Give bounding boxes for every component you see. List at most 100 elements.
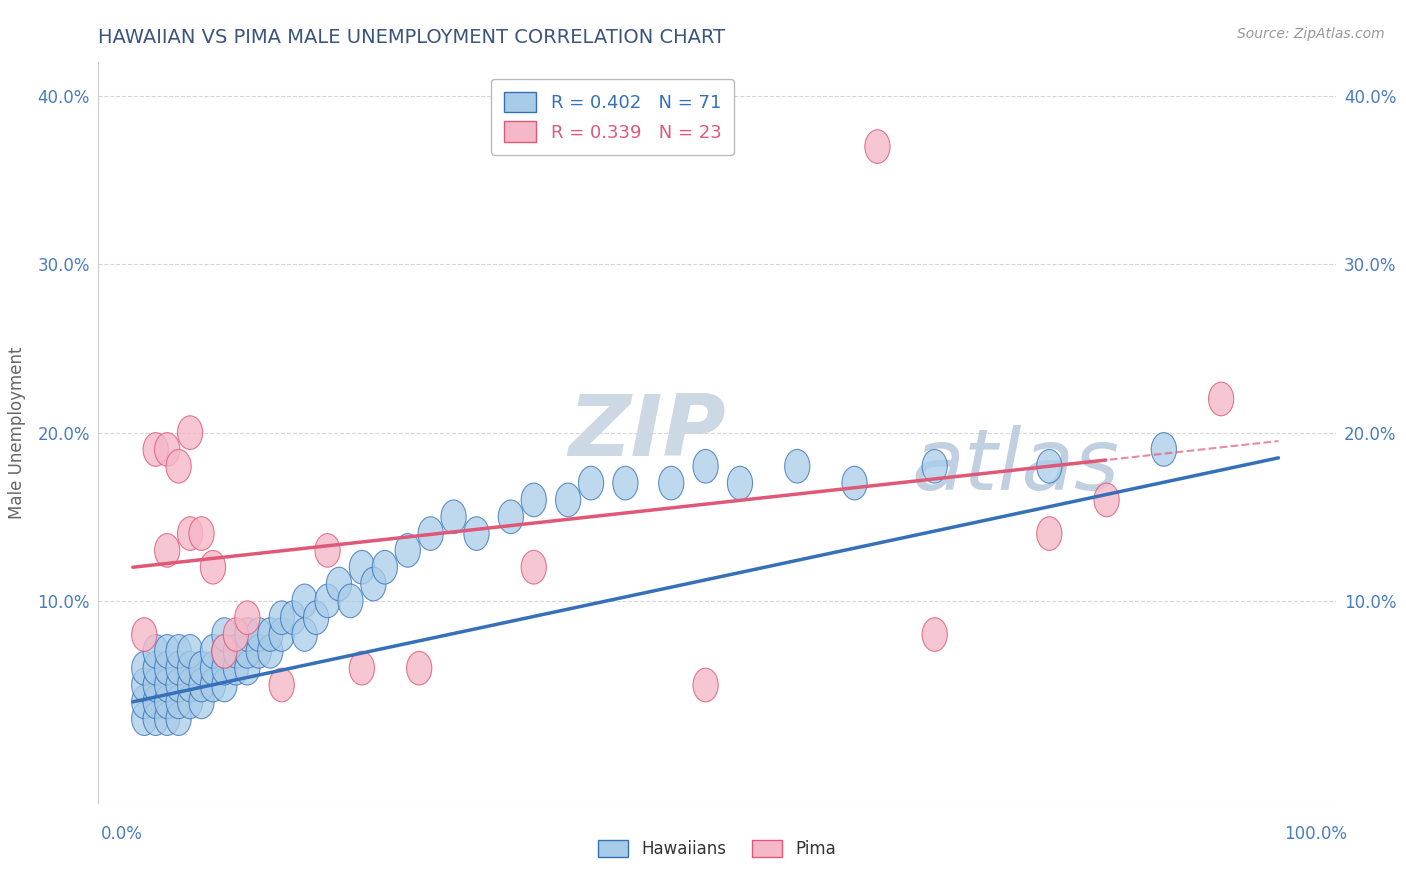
Ellipse shape <box>132 668 157 702</box>
Ellipse shape <box>578 467 603 500</box>
Ellipse shape <box>292 618 318 651</box>
Ellipse shape <box>143 634 169 668</box>
Ellipse shape <box>246 634 271 668</box>
Ellipse shape <box>727 467 752 500</box>
Ellipse shape <box>292 584 318 617</box>
Ellipse shape <box>785 450 810 483</box>
Ellipse shape <box>188 668 214 702</box>
Ellipse shape <box>922 618 948 651</box>
Ellipse shape <box>155 533 180 567</box>
Ellipse shape <box>155 651 180 685</box>
Ellipse shape <box>177 685 202 719</box>
Ellipse shape <box>224 634 249 668</box>
Ellipse shape <box>166 450 191 483</box>
Ellipse shape <box>155 668 180 702</box>
Ellipse shape <box>155 685 180 719</box>
Ellipse shape <box>188 516 214 550</box>
Ellipse shape <box>166 634 191 668</box>
Ellipse shape <box>246 618 271 651</box>
Ellipse shape <box>1152 433 1177 467</box>
Ellipse shape <box>304 601 329 634</box>
Ellipse shape <box>177 416 202 450</box>
Ellipse shape <box>188 685 214 719</box>
Text: Source: ZipAtlas.com: Source: ZipAtlas.com <box>1237 27 1385 41</box>
Ellipse shape <box>155 634 180 668</box>
Ellipse shape <box>418 516 443 550</box>
Ellipse shape <box>212 651 238 685</box>
Ellipse shape <box>143 433 169 467</box>
Ellipse shape <box>166 702 191 736</box>
Ellipse shape <box>201 550 225 584</box>
Ellipse shape <box>166 685 191 719</box>
Ellipse shape <box>212 668 238 702</box>
Ellipse shape <box>522 550 547 584</box>
Ellipse shape <box>865 129 890 163</box>
Ellipse shape <box>132 651 157 685</box>
Ellipse shape <box>658 467 683 500</box>
Ellipse shape <box>349 651 374 685</box>
Ellipse shape <box>613 467 638 500</box>
Ellipse shape <box>842 467 868 500</box>
Ellipse shape <box>201 634 225 668</box>
Ellipse shape <box>155 433 180 467</box>
Ellipse shape <box>693 450 718 483</box>
Text: atlas: atlas <box>912 425 1119 508</box>
Ellipse shape <box>143 702 169 736</box>
Ellipse shape <box>269 618 294 651</box>
Ellipse shape <box>395 533 420 567</box>
Ellipse shape <box>406 651 432 685</box>
Ellipse shape <box>188 651 214 685</box>
Ellipse shape <box>1036 516 1062 550</box>
Ellipse shape <box>177 634 202 668</box>
Ellipse shape <box>1036 450 1062 483</box>
Y-axis label: Male Unemployment: Male Unemployment <box>8 346 27 519</box>
Ellipse shape <box>257 618 283 651</box>
Ellipse shape <box>693 668 718 702</box>
Ellipse shape <box>235 634 260 668</box>
Ellipse shape <box>349 550 374 584</box>
Ellipse shape <box>337 584 363 617</box>
Text: 100.0%: 100.0% <box>1284 825 1347 843</box>
Ellipse shape <box>132 702 157 736</box>
Text: 0.0%: 0.0% <box>101 825 143 843</box>
Ellipse shape <box>212 618 238 651</box>
Ellipse shape <box>201 651 225 685</box>
Ellipse shape <box>224 651 249 685</box>
Ellipse shape <box>281 601 305 634</box>
Ellipse shape <box>361 567 387 601</box>
Text: HAWAIIAN VS PIMA MALE UNEMPLOYMENT CORRELATION CHART: HAWAIIAN VS PIMA MALE UNEMPLOYMENT CORRE… <box>98 28 725 47</box>
Text: ZIP: ZIP <box>568 391 725 475</box>
Ellipse shape <box>166 651 191 685</box>
Ellipse shape <box>257 634 283 668</box>
Ellipse shape <box>373 550 398 584</box>
Ellipse shape <box>1094 483 1119 516</box>
Ellipse shape <box>315 533 340 567</box>
Ellipse shape <box>177 651 202 685</box>
Ellipse shape <box>269 601 294 634</box>
Ellipse shape <box>143 685 169 719</box>
Ellipse shape <box>212 634 238 668</box>
Ellipse shape <box>143 668 169 702</box>
Ellipse shape <box>224 618 249 651</box>
Ellipse shape <box>235 651 260 685</box>
Ellipse shape <box>235 618 260 651</box>
Ellipse shape <box>166 668 191 702</box>
Ellipse shape <box>201 668 225 702</box>
Ellipse shape <box>498 500 523 533</box>
Ellipse shape <box>464 516 489 550</box>
Legend: Hawaiians, Pima: Hawaiians, Pima <box>592 833 842 865</box>
Ellipse shape <box>177 668 202 702</box>
Ellipse shape <box>315 584 340 617</box>
Ellipse shape <box>269 668 294 702</box>
Ellipse shape <box>132 618 157 651</box>
Ellipse shape <box>1209 382 1233 416</box>
Ellipse shape <box>326 567 352 601</box>
Ellipse shape <box>143 651 169 685</box>
Ellipse shape <box>441 500 467 533</box>
Ellipse shape <box>132 685 157 719</box>
Ellipse shape <box>922 450 948 483</box>
Ellipse shape <box>212 634 238 668</box>
Ellipse shape <box>235 601 260 634</box>
Ellipse shape <box>155 702 180 736</box>
Ellipse shape <box>555 483 581 516</box>
